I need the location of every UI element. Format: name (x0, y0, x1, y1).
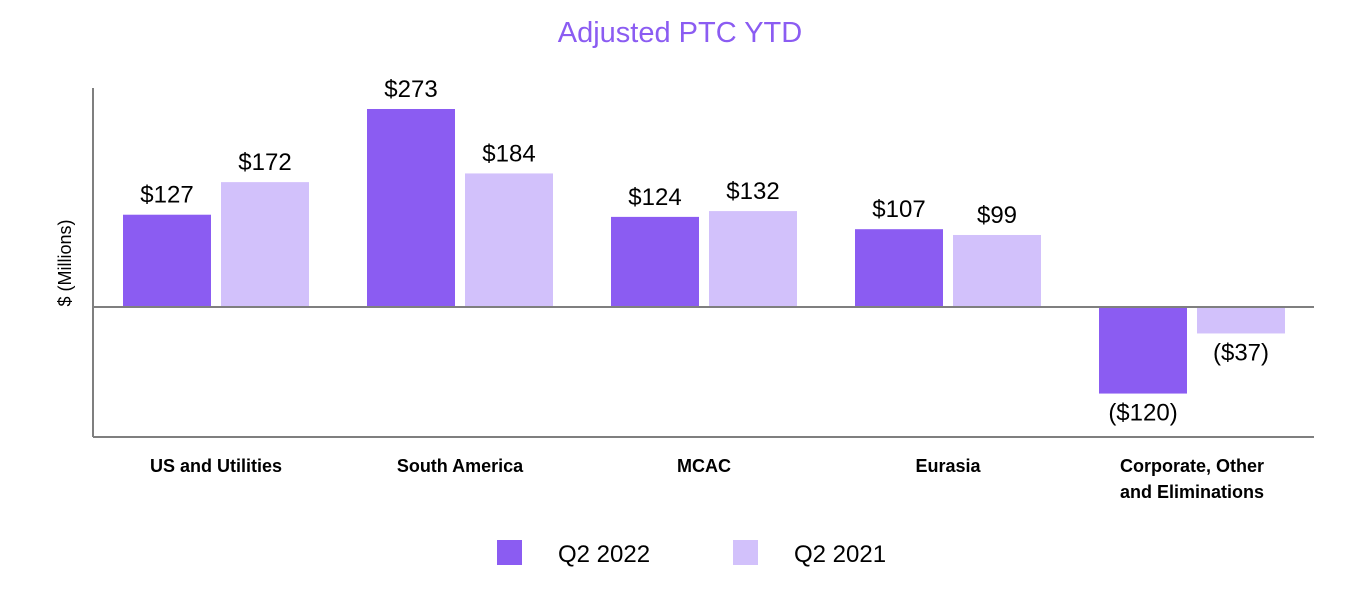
category-label-mcac: MCAC (677, 456, 731, 476)
legend-label-q2-2021: Q2 2021 (794, 541, 886, 568)
legend-swatch-q2-2022 (497, 540, 522, 565)
category-label-line: South America (397, 456, 524, 476)
value-label-q2-2021-eurasia: $99 (977, 202, 1017, 229)
category-labels-group: US and Utilities South America MCAC Eurasia… (150, 456, 1264, 502)
value-label-q2-2022-us-and-utilities: $127 (140, 182, 193, 209)
category-label-line: MCAC (677, 456, 731, 476)
value-labels-group: $127 $172 $273 $184 $124 $132 $107 $99 ($120) ($3… (140, 76, 1269, 427)
value-label-q2-2022-corporate-other-and-eliminations: ($120) (1108, 400, 1177, 427)
category-label-line: US and Utilities (150, 456, 282, 476)
category-label-eurasia: Eurasia (915, 456, 981, 476)
bar-q2-2021-eurasia (953, 234, 1041, 307)
bars-group (123, 108, 1285, 394)
bar-q2-2021-us-and-utilities (221, 182, 309, 307)
bar-q2-2021-south-america (465, 173, 553, 307)
y-axis-label: $ (Millions) (55, 219, 75, 306)
legend: Q2 2022 Q2 2021 (497, 540, 886, 568)
bar-q2-2022-corporate-other-and-eliminations (1099, 306, 1187, 394)
value-label-q2-2021-mcac: $132 (726, 178, 779, 205)
value-label-q2-2021-us-and-utilities: $172 (238, 149, 291, 176)
category-label-line: and Eliminations (1120, 482, 1264, 502)
value-label-q2-2022-mcac: $124 (628, 184, 681, 211)
bar-q2-2022-south-america (367, 108, 455, 307)
category-label-south-america: South America (397, 456, 524, 476)
legend-label-q2-2022: Q2 2022 (558, 541, 650, 568)
value-label-q2-2021-south-america: $184 (482, 140, 535, 167)
chart-title: Adjusted PTC YTD (558, 17, 802, 49)
bar-q2-2021-mcac (709, 211, 797, 307)
value-label-q2-2022-eurasia: $107 (872, 196, 925, 223)
category-label-us-and-utilities: US and Utilities (150, 456, 282, 476)
legend-swatch-q2-2021 (733, 540, 758, 565)
value-label-q2-2022-south-america: $273 (384, 76, 437, 103)
category-label-line: Corporate, Other (1120, 456, 1264, 476)
category-label-corporate-other-and-eliminations: Corporate, Other and Eliminations (1120, 456, 1264, 502)
value-label-q2-2021-corporate-other-and-eliminations: ($37) (1213, 339, 1269, 366)
category-label-line: Eurasia (915, 456, 981, 476)
bar-q2-2022-eurasia (855, 229, 943, 307)
bar-q2-2022-us-and-utilities (123, 214, 211, 307)
bar-q2-2022-mcac (611, 216, 699, 307)
bar-q2-2021-corporate-other-and-eliminations (1197, 306, 1285, 334)
